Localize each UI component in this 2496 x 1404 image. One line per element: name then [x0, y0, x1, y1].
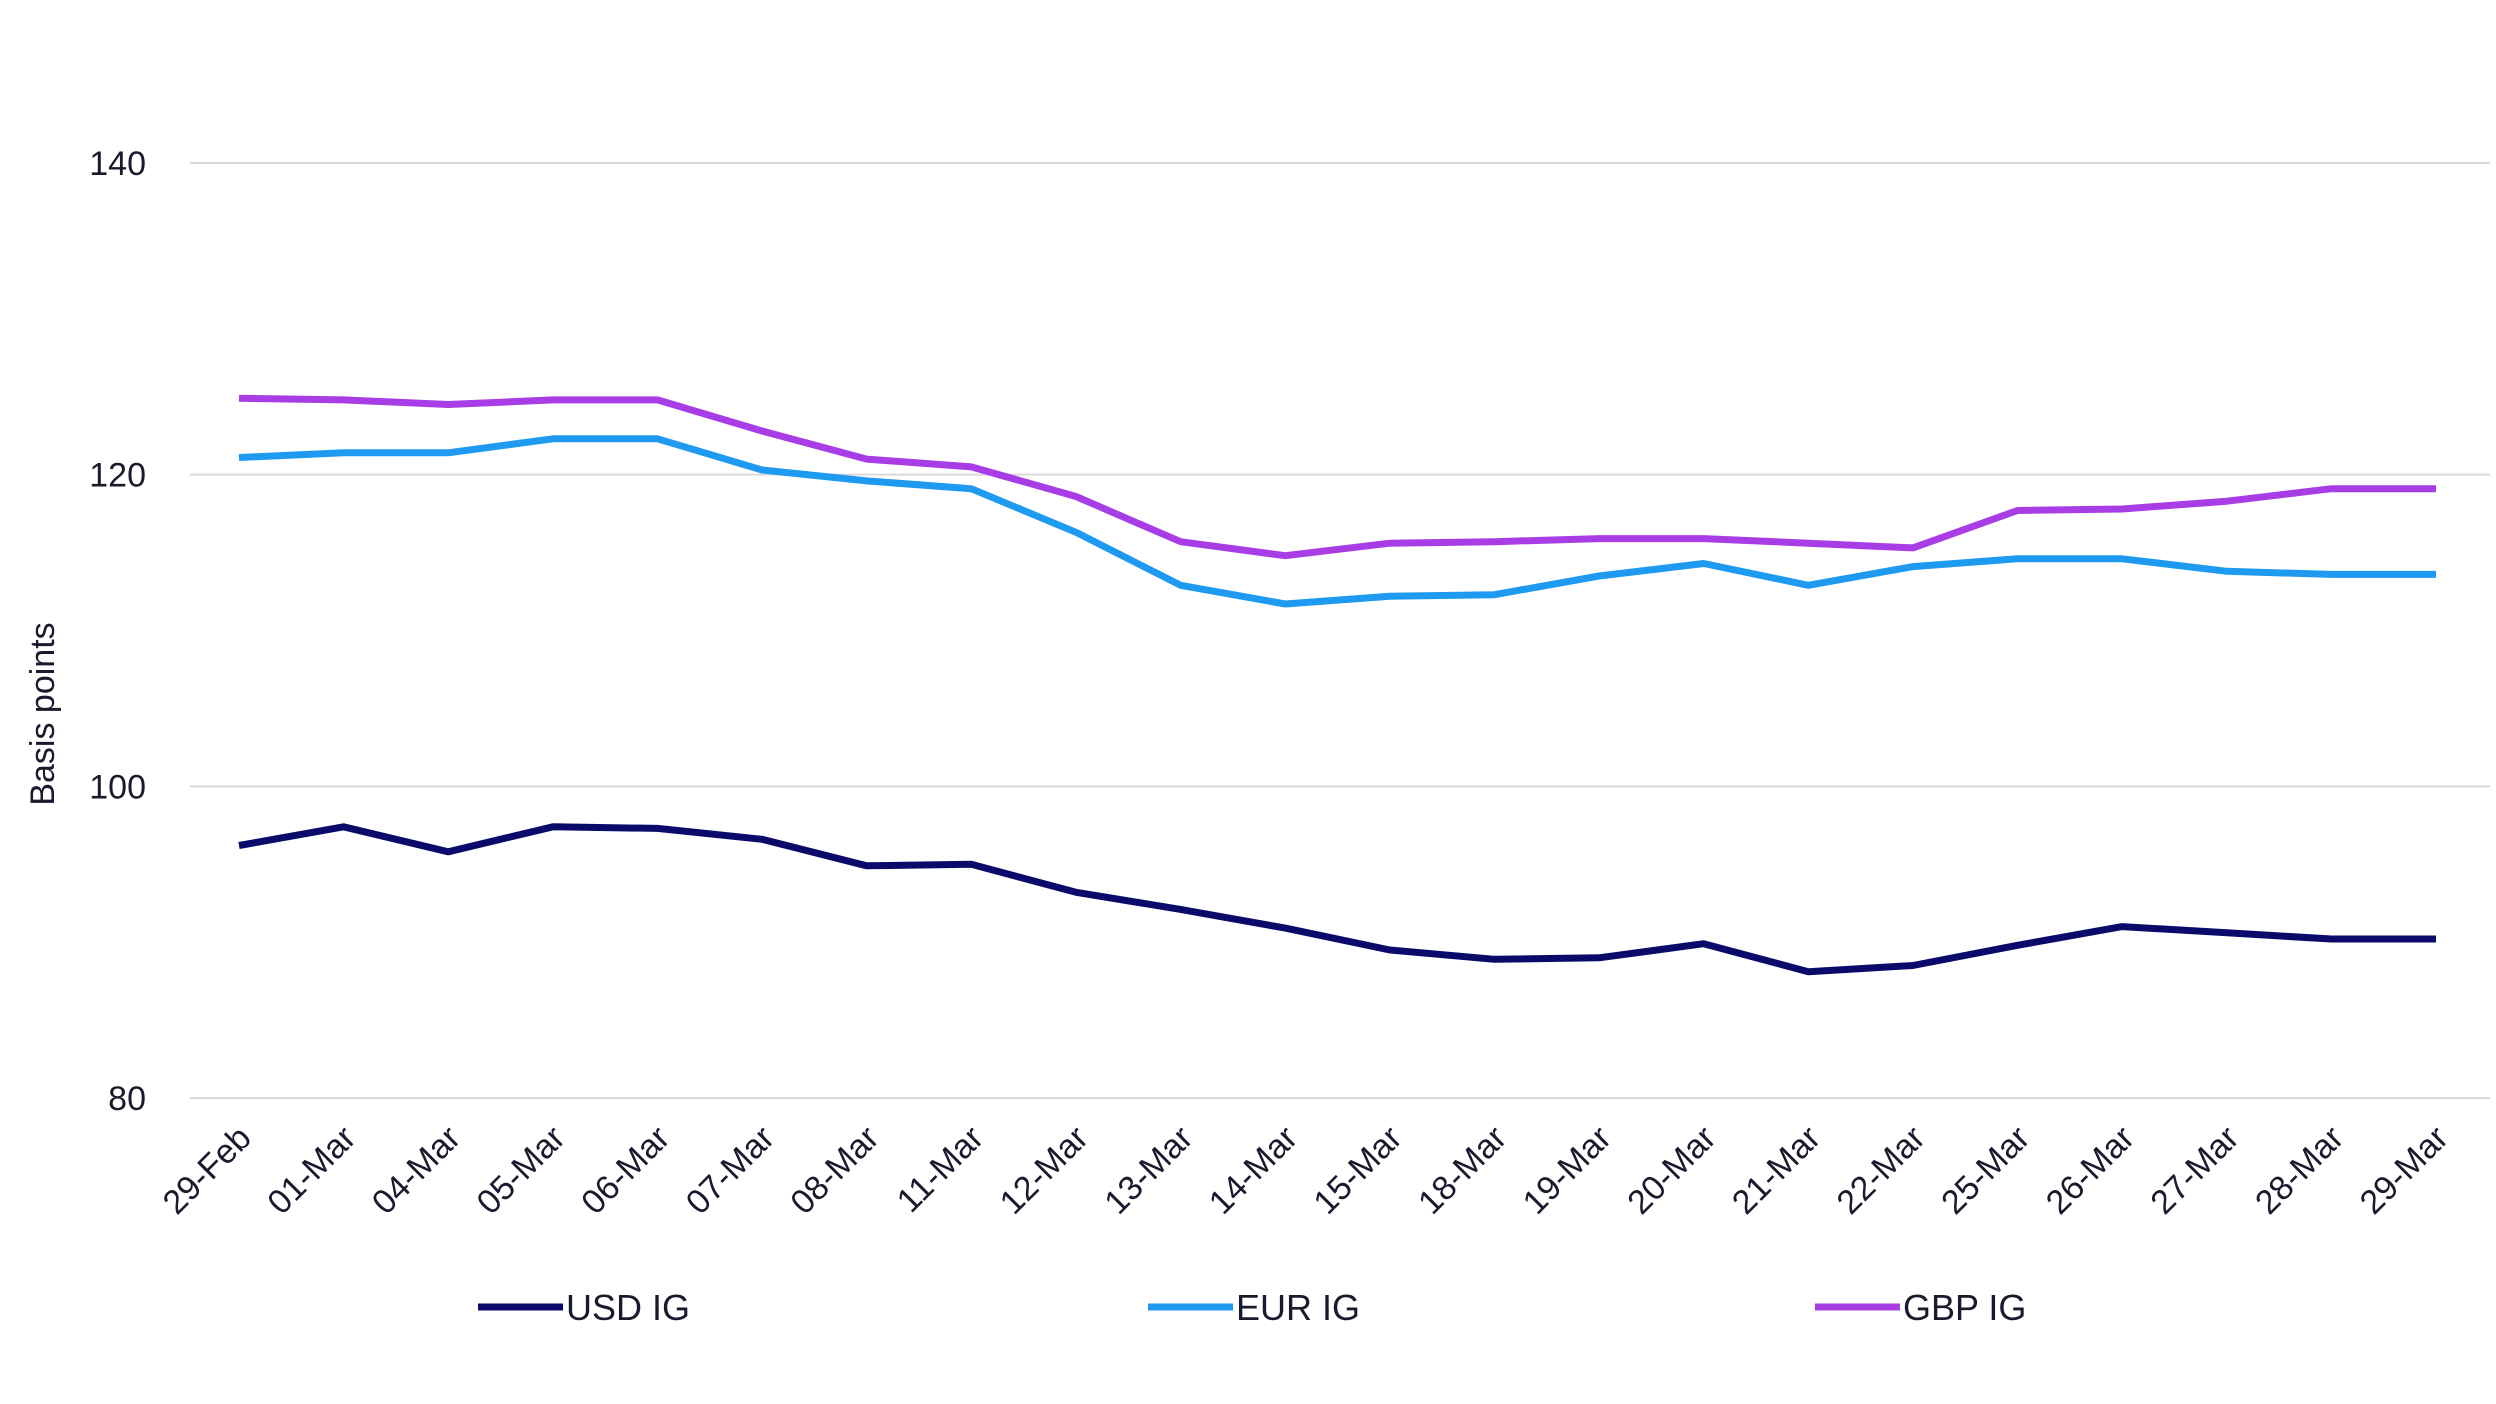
y-tick-label: 120	[89, 457, 146, 495]
y-axis-ticks: 80 100 120 140	[89, 145, 146, 1118]
x-tick-label: 25-Mar	[1934, 1119, 2037, 1222]
x-tick-label: 14-Mar	[1202, 1119, 1305, 1222]
x-tick-label: 12-Mar	[993, 1119, 1096, 1222]
x-tick-label: 15-Mar	[1306, 1119, 1409, 1222]
x-tick-label: 08-Mar	[783, 1119, 886, 1222]
x-tick-label: 28-Mar	[2248, 1119, 2351, 1222]
x-tick-label: 21-Mar	[1725, 1119, 1828, 1222]
legend-label: EUR IG	[1236, 1287, 1360, 1328]
x-tick-label: 18-Mar	[1411, 1119, 1514, 1222]
x-tick-label: 26-Mar	[2039, 1119, 2142, 1222]
y-tick-label: 80	[108, 1080, 146, 1118]
x-tick-label: 19-Mar	[1516, 1119, 1619, 1222]
x-tick-label: 22-Mar	[1830, 1119, 1933, 1222]
x-tick-label: 07-Mar	[679, 1119, 782, 1222]
x-axis-ticks: 29-Feb 01-Mar 04-Mar 05-Mar 06-Mar 07-Mar 08-M…	[156, 1119, 2456, 1222]
series-line-gbp-ig	[238, 394, 2436, 560]
legend-label: USD IG	[566, 1287, 690, 1328]
series-line-eur-ig	[238, 435, 2436, 608]
y-axis-title: Basis points	[24, 622, 62, 805]
x-tick-label: 01-Mar	[260, 1119, 363, 1222]
gridlines	[190, 162, 2490, 1099]
x-tick-label: 11-Mar	[890, 1119, 991, 1220]
x-tick-label: 20-Mar	[1620, 1119, 1723, 1222]
x-tick-label: 04-Mar	[365, 1119, 468, 1222]
x-tick-label: 27-Mar	[2143, 1119, 2246, 1222]
x-tick-label: 05-Mar	[470, 1119, 573, 1222]
series-line-usd-ig	[238, 823, 2436, 976]
legend: USD IG EUR IG GBP IG	[478, 1287, 2026, 1328]
x-tick-label: 29-Feb	[156, 1119, 259, 1222]
series-lines	[238, 394, 2437, 976]
x-tick-label: 13-Mar	[1097, 1119, 1200, 1222]
y-tick-label: 140	[89, 145, 146, 183]
y-tick-label: 100	[89, 768, 146, 806]
x-tick-label: 06-Mar	[574, 1119, 677, 1222]
legend-label: GBP IG	[1903, 1287, 2026, 1328]
x-tick-label: 29-Mar	[2353, 1119, 2456, 1222]
